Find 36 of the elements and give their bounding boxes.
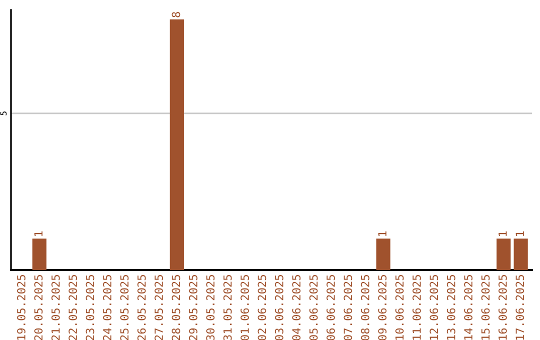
x-tick-label: 03.06.2025 xyxy=(274,275,284,340)
x-tick-label: 07.06.2025 xyxy=(344,275,352,340)
x-tick-label: 10.06.2025 xyxy=(395,275,404,340)
x-tick-label: 11.06.2025 xyxy=(412,275,421,340)
x-tick-label: 05.06.2025 xyxy=(309,275,318,340)
x-tick-label: 19.05.2025 xyxy=(17,275,26,340)
y-tick-label: 5 xyxy=(0,112,7,116)
x-tick-label: 31.05.2025 xyxy=(223,275,232,340)
x-tick-label: 12.06.2025 xyxy=(430,275,438,340)
data-label: 1 xyxy=(516,231,524,236)
data-label: 1 xyxy=(498,231,507,236)
x-tick-label: 22.05.2025 xyxy=(68,275,78,340)
x-tick-label: 13.06.2025 xyxy=(446,275,456,340)
x-tick-label: 02.06.2025 xyxy=(258,275,266,340)
x-tick-label: 09.06.2025 xyxy=(378,275,387,340)
data-label: 8 xyxy=(172,12,180,18)
x-tick-label: 29.05.2025 xyxy=(188,275,198,340)
x-tick-label: 25.05.2025 xyxy=(120,275,129,340)
x-tick-label: 28.05.2025 xyxy=(172,275,180,340)
x-tick-label: 08.06.2025 xyxy=(360,275,370,340)
x-tick-label: 23.05.2025 xyxy=(86,275,94,340)
x-tick-label: 20.05.2025 xyxy=(34,275,43,340)
x-tick-label: 24.05.2025 xyxy=(103,275,112,340)
x-tick-label: 14.06.2025 xyxy=(464,275,472,340)
x-tick-label: 06.06.2025 xyxy=(326,275,335,340)
x-tick-label: 17.06.2025 xyxy=(516,275,524,340)
x-tick-label: 01.06.2025 xyxy=(240,275,249,340)
x-tick-label: 27.05.2025 xyxy=(154,275,163,340)
data-label: 1 xyxy=(378,231,386,236)
x-tick-label: 04.06.2025 xyxy=(292,275,301,340)
x-tick-label: 21.05.2025 xyxy=(51,275,60,340)
x-tick-label: 15.06.2025 xyxy=(481,275,490,340)
x-tick-label: 30.05.2025 xyxy=(206,275,215,340)
x-tick-label: 16.06.2025 xyxy=(498,275,507,340)
x-tick-label: 26.05.2025 xyxy=(137,275,146,340)
data-label: 1 xyxy=(34,231,42,236)
